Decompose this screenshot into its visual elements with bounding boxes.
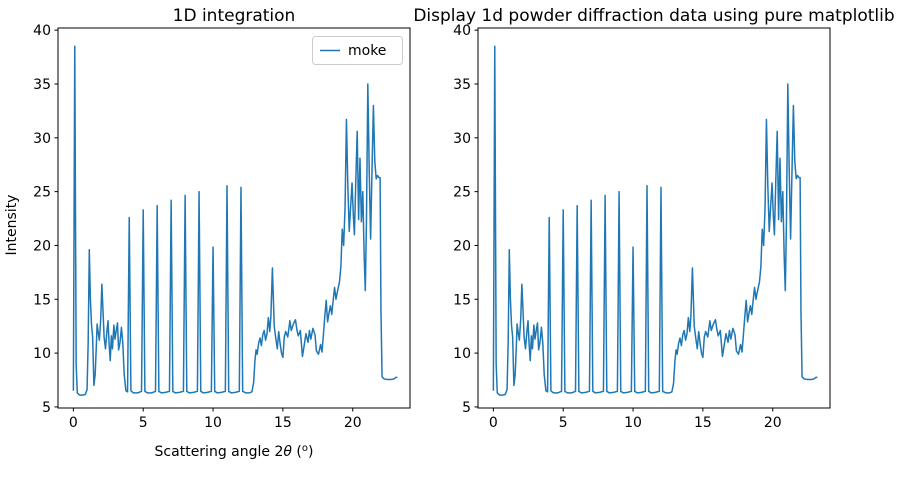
left-subplot-axes: 0 5 10 15 20 5 10 15 20 25 30 35 40 <box>33 23 411 431</box>
left-subplot-title: 1D integration <box>173 6 296 26</box>
x-tick-label: 5 <box>139 415 148 431</box>
y-tick-label: 30 <box>33 131 51 147</box>
y-tick-label: 30 <box>453 131 471 147</box>
x-tick-label: 15 <box>694 415 712 431</box>
x-axis-label: Scattering angle 2θ (o) <box>155 443 314 460</box>
legend-box <box>312 36 403 65</box>
right-subplot-axes: 0 5 10 15 20 5 10 15 20 25 30 35 40 <box>453 23 831 431</box>
x-axis-label-open-paren: ( <box>292 444 302 460</box>
x-axis-label-prefix: Scattering angle 2 <box>155 444 284 460</box>
x-tick-label: 20 <box>344 415 362 431</box>
y-tick-label: 25 <box>453 185 471 201</box>
y-tick-label: 10 <box>453 346 471 362</box>
y-tick-label: 40 <box>33 23 51 39</box>
x-axis-label-theta: θ <box>283 444 292 460</box>
data-line-moke <box>492 45 818 396</box>
y-tick-label: 15 <box>453 292 471 308</box>
right-subplot-title: Display 1d powder diffraction data using… <box>413 6 894 26</box>
x-tick-label: 0 <box>69 415 78 431</box>
axes-spines <box>57 27 411 409</box>
x-tick-label: 5 <box>559 415 568 431</box>
y-tick-label: 15 <box>33 292 51 308</box>
x-tick-label: 20 <box>764 415 782 431</box>
y-tick-label: 10 <box>33 346 51 362</box>
legend-label: moke <box>348 43 386 59</box>
x-axis-label-degree-sup: o <box>302 443 308 454</box>
y-axis-label: Intensity <box>4 195 20 256</box>
y-tick-label: 35 <box>33 77 51 93</box>
x-tick-label: 0 <box>489 415 498 431</box>
legend: moke <box>312 36 403 65</box>
y-tick-label: 5 <box>42 400 51 416</box>
y-tick-label: 25 <box>33 185 51 201</box>
x-tick-label: 10 <box>204 415 222 431</box>
y-tick-label: 20 <box>453 238 471 254</box>
data-line-moke <box>72 45 398 396</box>
x-axis-label-close-paren: ) <box>308 444 313 460</box>
y-tick-label: 5 <box>462 400 471 416</box>
y-tick-label: 20 <box>33 238 51 254</box>
x-tick-label: 15 <box>274 415 292 431</box>
y-tick-label: 40 <box>453 23 471 39</box>
x-tick-label: 10 <box>624 415 642 431</box>
y-tick-label: 35 <box>453 77 471 93</box>
axes-spines <box>477 27 831 409</box>
